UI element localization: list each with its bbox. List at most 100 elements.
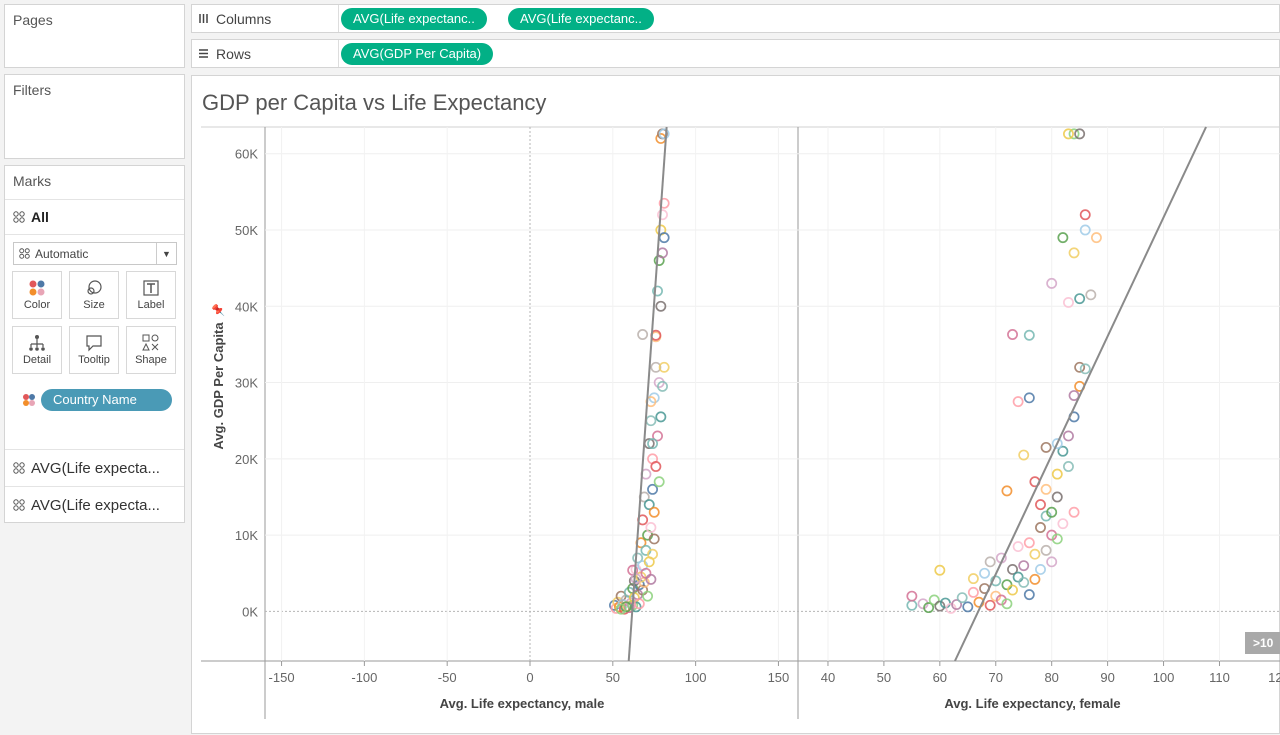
data-point (1057, 445, 1069, 457)
data-point (1007, 564, 1018, 575)
data-point (1018, 560, 1030, 572)
scatter-chart[interactable]: 0K 10K 20K 30K 40K 50K 60K Avg. GDP Per Capita 📌… (192, 76, 1280, 735)
pages-card[interactable]: Pages (4, 4, 185, 68)
data-point (928, 594, 940, 606)
data-point (984, 599, 996, 611)
y-tick-label: 30K (235, 376, 258, 391)
data-point (657, 209, 668, 221)
x-tick-label: 50 (606, 670, 620, 685)
detail-button[interactable]: Detail (12, 326, 62, 374)
shelf-divider (338, 40, 339, 67)
data-point (1001, 485, 1013, 497)
shape-button-label: Shape (135, 354, 167, 366)
measure-row-male[interactable]: AVG(Life expecta... (5, 449, 184, 486)
column-pill-male[interactable]: AVG(Life expectanc.. (341, 8, 487, 30)
measure-row-male-label: AVG(Life expecta... (31, 459, 160, 477)
chart-title: GDP per Capita vs Life Expectancy (202, 90, 547, 115)
columns-icon (199, 14, 208, 23)
data-point (906, 590, 918, 602)
x-tick-label: 90 (1100, 670, 1114, 685)
color-icon (29, 280, 45, 296)
data-point (1035, 522, 1046, 533)
data-point (1040, 441, 1052, 453)
column-pill-female[interactable]: AVG(Life expectanc.. (508, 8, 654, 30)
data-point (647, 483, 659, 495)
x-axis-title: Avg. Life expectancy, female (944, 696, 1120, 711)
data-point (648, 506, 660, 518)
marks-all-tab[interactable]: All (5, 199, 184, 235)
data-point (1018, 576, 1030, 588)
x-tick-label: 12 (1268, 670, 1280, 685)
color-legend-icon (23, 394, 35, 406)
data-point (1023, 537, 1035, 549)
measure-row-female[interactable]: AVG(Life expecta... (5, 486, 184, 523)
columns-shelf[interactable]: Columns AVG(Life expectanc.. AVG(Life ex… (191, 4, 1280, 33)
shape-button[interactable]: Shape (126, 326, 176, 374)
data-point (1074, 128, 1086, 140)
label-button[interactable]: Label (126, 271, 176, 319)
color-button-label: Color (23, 299, 51, 311)
data-point (1057, 232, 1069, 244)
data-point (1068, 506, 1080, 518)
mark-type-auto-icon (13, 462, 25, 474)
data-point (1051, 468, 1063, 480)
overflow-badge[interactable]: >10 (1245, 632, 1280, 654)
data-point (1063, 297, 1074, 308)
size-button[interactable]: Size (69, 271, 119, 319)
y-tick-label: 20K (235, 452, 258, 467)
data-point (1007, 584, 1018, 596)
row-pill-gdp[interactable]: AVG(GDP Per Capita) (341, 43, 494, 65)
data-point (906, 599, 918, 611)
x-tick-label: 0 (526, 670, 533, 685)
data-point (962, 601, 974, 613)
data-point (1046, 506, 1058, 518)
tooltip-button[interactable]: Tooltip (69, 326, 119, 374)
size-button-label: Size (83, 299, 105, 311)
filters-card[interactable]: Filters (4, 74, 185, 159)
data-point (923, 602, 935, 614)
data-point (956, 592, 968, 604)
mark-type-dropdown[interactable]: Automatic ▼ (13, 242, 177, 265)
data-point (1074, 361, 1086, 373)
data-point (1063, 461, 1074, 472)
data-point (633, 598, 645, 610)
data-point (637, 329, 649, 340)
data-point (1029, 548, 1041, 560)
data-point (653, 476, 665, 488)
chevron-down-icon[interactable]: ▼ (156, 243, 176, 264)
y-tick-label: 50K (235, 223, 258, 238)
data-point (1012, 396, 1024, 408)
data-point (1085, 289, 1097, 301)
data-point (1029, 573, 1041, 585)
tooltip-icon (86, 335, 102, 352)
data-point (1068, 247, 1080, 259)
country-name-pill[interactable]: Country Name (41, 389, 172, 411)
x-tick-label: -100 (351, 670, 377, 685)
mark-type-auto-icon (19, 248, 30, 259)
trend-line (627, 126, 668, 662)
marks-all-label: All (31, 209, 49, 225)
data-point (1090, 232, 1102, 244)
data-point (1023, 329, 1035, 341)
data-point (934, 564, 946, 576)
data-point (1040, 483, 1052, 495)
mark-type-value: Automatic (35, 246, 89, 261)
data-point (632, 552, 644, 564)
x-tick-label: 110 (1209, 670, 1230, 685)
data-point (1051, 491, 1063, 503)
data-point (1046, 556, 1058, 568)
data-point (934, 600, 946, 612)
data-point (648, 533, 660, 545)
data-point (1068, 128, 1080, 140)
filters-card-title: Filters (13, 82, 52, 98)
y-tick-label: 60K (235, 147, 258, 162)
columns-shelf-label: Columns (216, 11, 272, 27)
data-point (1057, 518, 1069, 530)
rows-shelf[interactable]: Rows AVG(GDP Per Capita) (191, 39, 1280, 68)
data-point (1035, 564, 1046, 575)
data-point (1018, 449, 1030, 461)
x-tick-label: -50 (438, 670, 457, 685)
color-button[interactable]: Color (12, 271, 62, 319)
data-point (1023, 589, 1035, 601)
data-point (630, 573, 642, 585)
